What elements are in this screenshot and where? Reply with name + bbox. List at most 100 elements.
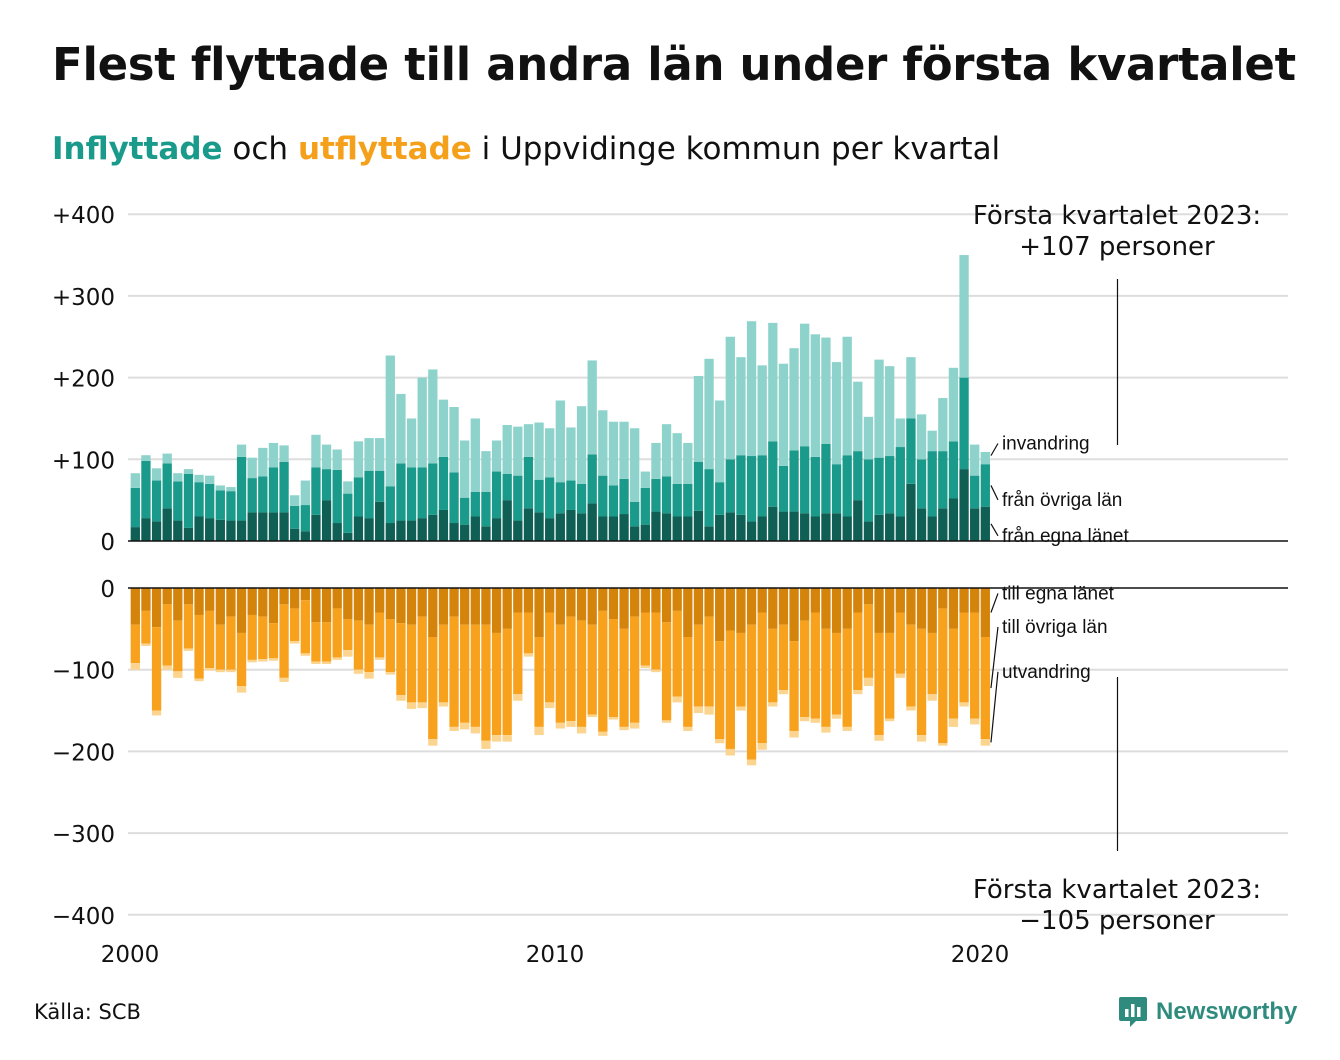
outflow-bar-segment: [970, 588, 980, 613]
outflow-bar-segment: [576, 620, 587, 727]
inflow-bar-segment: [746, 521, 757, 541]
inflow-bar-segment: [151, 521, 162, 541]
outflow-bar-segment: [151, 710, 162, 716]
outflow-bar-segment: [927, 694, 937, 701]
outflow-bar-segment: [470, 726, 480, 734]
inflow-bar-segment: [885, 366, 895, 457]
inflow-series-label: invandring: [1002, 433, 1090, 454]
inflow-bar-segment: [162, 463, 172, 509]
inflow-bar-segment: [417, 467, 427, 519]
inflow-bar-segment: [566, 509, 576, 541]
inflow-bar-segment: [587, 360, 597, 455]
inflow-bar-segment: [778, 363, 789, 466]
outflow-bar-segment: [247, 659, 257, 663]
outflow-series-label: utvandring: [1002, 662, 1091, 683]
outflow-bar-segment: [842, 588, 852, 629]
outflow-bar-segment: [353, 620, 364, 670]
inflow-bar-segment: [311, 467, 321, 515]
inflow-bar-segment: [194, 474, 204, 483]
outflow-bar-segment: [970, 718, 980, 725]
outflow-bar-segment: [523, 612, 534, 654]
outflow-bar-segment: [173, 671, 183, 678]
inflow-bar-segment: [428, 463, 438, 515]
outflow-bar-segment: [651, 612, 661, 670]
outflow-label-leader: [990, 593, 999, 613]
outflow-bar-segment: [353, 669, 364, 674]
outflow-bar-segment: [587, 624, 597, 715]
inflow-bar-segment: [481, 451, 491, 492]
outflow-bar-segment: [789, 730, 799, 738]
y-tick-label: +300: [52, 285, 115, 311]
inflow-bar-segment: [343, 493, 353, 533]
inflow-bar-segment: [704, 469, 714, 527]
inflow-bar-segment: [683, 483, 693, 517]
inflow-bar-segment: [906, 483, 916, 541]
outflow-bar-segment: [396, 623, 406, 696]
outflow-bar-segment: [715, 588, 725, 642]
outflow-bar-segment: [980, 739, 990, 746]
inflow-bar-segment: [268, 512, 279, 541]
inflow-bar-segment: [481, 526, 491, 541]
y-tick-label: +200: [52, 367, 115, 393]
inflow-bar-segment: [598, 410, 608, 476]
outflow-bar-segment: [130, 588, 140, 625]
x-tick-label: 2000: [101, 942, 160, 968]
inflow-bar-segment: [215, 519, 225, 541]
outflow-bar-segment: [375, 612, 385, 658]
outflow-bar-segment: [470, 624, 480, 727]
outflow-bar-segment: [821, 726, 831, 733]
inflow-bar-segment: [513, 426, 523, 476]
inflow-bar-segment: [736, 455, 746, 515]
outflow-bar-segment: [683, 588, 693, 638]
outflow-bar-segment: [226, 616, 236, 670]
outflow-bar-segment: [406, 588, 417, 625]
outflow-bar-segment: [364, 588, 374, 625]
outflow-bar-segment: [173, 588, 183, 621]
outflow-series-label: till egna länet: [1002, 583, 1115, 604]
outflow-bar-segment: [980, 588, 990, 638]
inflow-bar-segment: [141, 455, 151, 461]
outflow-bar-segment: [778, 588, 789, 625]
outflow-bar-segment: [162, 604, 172, 666]
newsworthy-logo[interactable]: Newsworthy: [1118, 994, 1297, 1030]
y-tick-label: +100: [52, 448, 115, 474]
outflow-bar-segment: [151, 627, 162, 711]
outflow-bar-segment: [895, 588, 905, 613]
inflow-bar-segment: [162, 453, 172, 464]
inflow-bar-segment: [555, 482, 565, 514]
inflow-bar-segment: [800, 513, 810, 541]
inflow-bar-segment: [576, 406, 587, 484]
inflow-bar-segment: [831, 464, 842, 514]
inflow-bar-segment: [576, 483, 587, 514]
outflow-bar-segment: [491, 632, 502, 736]
outflow-bar-segment: [746, 624, 757, 760]
y-tick-label: −400: [52, 904, 115, 930]
outflow-bar-segment: [183, 588, 194, 605]
outflow-bar-segment: [853, 690, 863, 695]
inflow-bar-segment: [258, 512, 268, 541]
inflow-bar-segment: [746, 321, 757, 457]
outflow-bar-segment: [863, 588, 874, 605]
outflow-series-label: till övriga län: [1002, 617, 1108, 638]
outflow-bar-segment: [842, 628, 852, 727]
x-tick-label: 2020: [951, 942, 1010, 968]
outflow-bar-segment: [406, 702, 417, 709]
inflow-bar-segment: [916, 459, 927, 509]
outflow-bar-segment: [247, 588, 257, 615]
inflow-bar-segment: [332, 523, 342, 541]
subtitle-outflow-word: utflyttade: [297, 131, 472, 167]
inflow-bar-segment: [768, 506, 778, 541]
outflow-bar-segment: [672, 588, 682, 611]
outflow-bar-segment: [959, 702, 969, 707]
chart-subtitle: Inflyttade och utflyttade i Uppvidinge k…: [52, 131, 1000, 167]
inflow-bar-segment: [831, 513, 842, 541]
outflow-bar-segment: [608, 619, 619, 718]
outflow-bar-segment: [715, 739, 725, 744]
outflow-bar-segment: [417, 616, 427, 703]
inflow-bar-segment: [247, 512, 257, 541]
outflow-bar-segment: [736, 632, 746, 707]
inflow-bar-segment: [598, 516, 608, 541]
inflow-bar-segment: [428, 369, 438, 464]
inflow-bar-segment: [491, 440, 502, 472]
